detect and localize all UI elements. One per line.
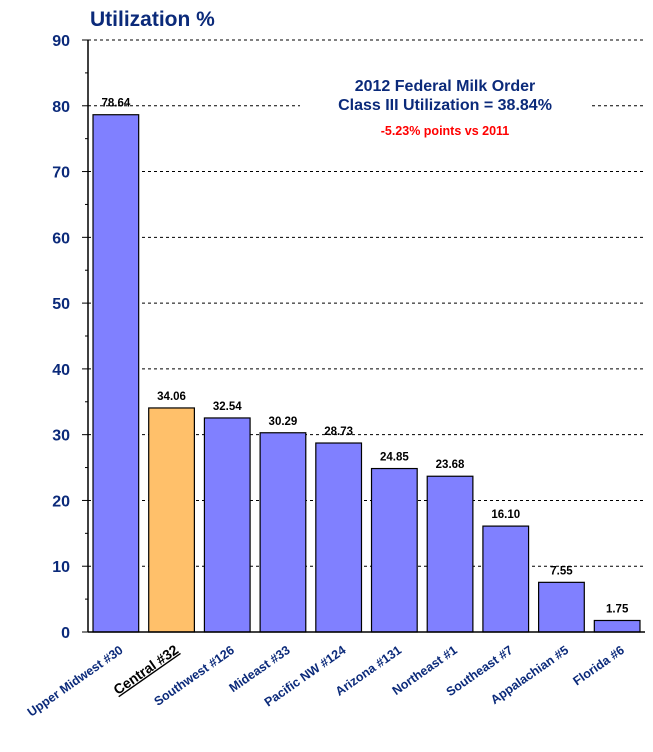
bar-1	[92, 114, 140, 633]
bar-7	[426, 475, 474, 633]
data-label: 1.75	[606, 603, 629, 615]
y-tick-label: 80	[52, 99, 70, 116]
bar-2	[148, 407, 195, 633]
y-axis-title: Utilization %	[90, 8, 215, 31]
y-tick-label: 40	[52, 362, 70, 379]
y-tick-label: 20	[52, 493, 70, 510]
annotation-change: -5.23% points vs 2011	[340, 124, 550, 138]
bar-8	[482, 525, 530, 633]
bar-3	[203, 417, 251, 633]
bar-5	[315, 442, 363, 633]
bar-6	[370, 467, 418, 633]
y-tick-label: 30	[52, 428, 70, 445]
data-label: 28.73	[324, 426, 353, 438]
y-tick-label: 0	[61, 625, 70, 642]
annotation-line-1: 2012 Federal Milk Order	[354, 78, 536, 95]
bar-10	[593, 619, 641, 633]
x-tick-label: Florida #6	[570, 643, 626, 688]
data-label: 30.29	[269, 416, 298, 428]
y-tick-label: 70	[52, 165, 70, 182]
annotation-line-2: Class III Utilization = 38.84%	[338, 97, 552, 114]
data-label: 32.54	[213, 401, 242, 413]
chart-annotation: 2012 Federal Milk Order Class III Utiliz…	[300, 77, 590, 115]
y-tick-label: 10	[52, 559, 70, 576]
data-label: 7.55	[550, 565, 573, 577]
x-tick-label: Upper Midwest #30	[25, 643, 126, 719]
bar-4	[259, 432, 307, 633]
y-tick-label: 50	[52, 296, 70, 313]
data-label: 24.85	[380, 452, 409, 464]
y-tick-label: 90	[52, 33, 70, 50]
data-label: 16.10	[491, 509, 520, 521]
bar-9	[538, 581, 585, 633]
data-label: 34.06	[157, 391, 186, 403]
y-tick-label: 60	[52, 230, 70, 247]
data-label: 78.64	[101, 98, 130, 110]
data-label: 23.68	[436, 459, 465, 471]
